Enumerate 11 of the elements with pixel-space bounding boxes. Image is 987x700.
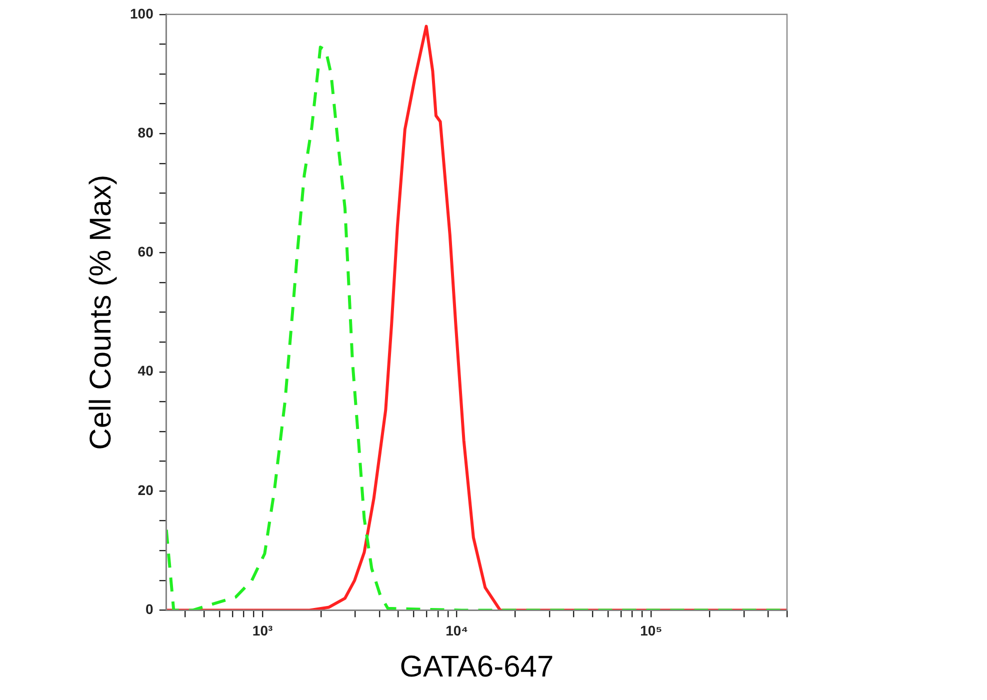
y-tick-label: 0 xyxy=(146,601,154,618)
y-tick-label: 100 xyxy=(130,5,154,22)
x-tick-label: 10⁴ xyxy=(446,622,468,638)
x-tick-label: 10⁵ xyxy=(640,622,662,638)
y-tick-label: 80 xyxy=(138,124,154,140)
y-tick-label: 20 xyxy=(138,482,154,498)
y-axis-title: Cell Counts (% Max) xyxy=(84,174,118,450)
x-axis-title: GATA6-647 xyxy=(400,650,554,684)
y-tick-label: 60 xyxy=(138,244,154,260)
y-tick-label: 40 xyxy=(138,362,154,379)
x-tick-label: 10³ xyxy=(252,622,273,638)
